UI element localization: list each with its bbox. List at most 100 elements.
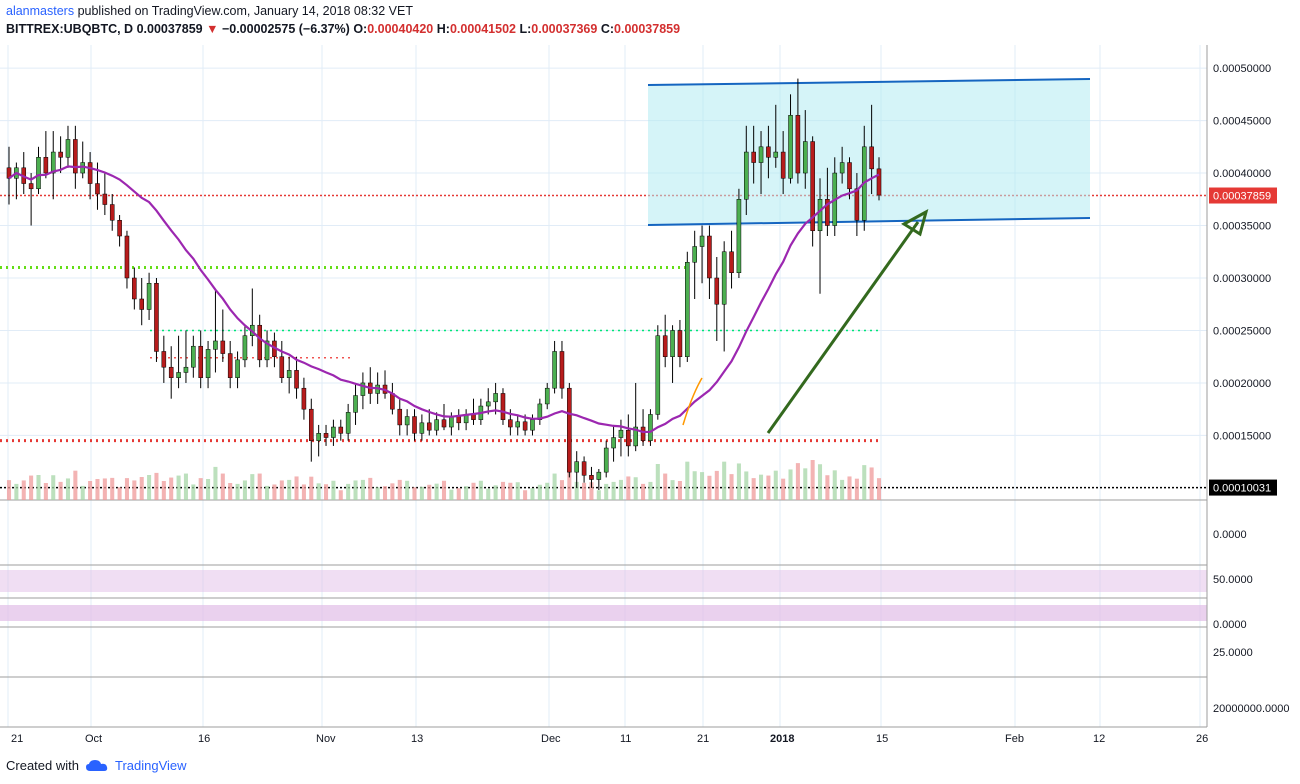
price-tick-2: 0.00040000 xyxy=(1213,168,1271,180)
candle-54 xyxy=(404,409,410,436)
tradingview-cloud-icon xyxy=(85,759,108,771)
volume-bar-30 xyxy=(228,483,233,500)
candle-22 xyxy=(168,346,174,399)
candle-body-108 xyxy=(802,141,808,174)
candle-body-104 xyxy=(773,151,779,158)
candle-body-99 xyxy=(736,199,742,273)
candle-body-78 xyxy=(581,461,587,476)
candle-57 xyxy=(426,409,432,436)
candle-body-114 xyxy=(847,162,852,190)
candle-body-8 xyxy=(65,139,71,158)
candle-body-117 xyxy=(869,146,874,170)
candle-body-58 xyxy=(434,419,439,431)
time-label-10: Feb xyxy=(1005,733,1024,745)
volume-bar-75 xyxy=(559,480,564,500)
time-label-0: 21 xyxy=(11,733,23,745)
candle-29 xyxy=(220,309,226,362)
volume-bar-16 xyxy=(124,478,129,500)
candle-body-98 xyxy=(729,251,734,273)
trend-arrow[interactable] xyxy=(766,208,929,434)
candle-body-74 xyxy=(552,351,557,389)
volume-bar-98 xyxy=(729,474,734,500)
candle-body-111 xyxy=(825,199,830,226)
volume-bar-34 xyxy=(257,473,262,500)
candle-39 xyxy=(294,356,299,399)
candle-body-21 xyxy=(161,351,167,368)
candle-97 xyxy=(721,241,727,352)
volume-bar-4 xyxy=(36,475,41,500)
author-link[interactable]: alanmasters xyxy=(6,4,75,18)
candle-body-45 xyxy=(338,426,344,434)
low-label: L: xyxy=(519,22,532,36)
volume-bar-14 xyxy=(110,477,115,500)
candle-18 xyxy=(139,277,144,326)
candle-5 xyxy=(43,131,49,179)
volume-bar-84 xyxy=(626,476,631,500)
last-price-tag-bg xyxy=(1209,187,1277,204)
candle-66 xyxy=(493,382,498,415)
candle-76 xyxy=(567,382,572,478)
channel-bottom-line[interactable] xyxy=(647,217,1091,226)
time-label-11: 12 xyxy=(1093,733,1105,745)
volume-bar-67 xyxy=(500,481,506,500)
high-value: 0.00041502 xyxy=(449,22,516,36)
candle-63 xyxy=(471,398,476,425)
close-label: C: xyxy=(600,22,615,36)
volume-bar-44 xyxy=(331,480,336,500)
candle-92 xyxy=(685,251,690,362)
volume-bar-32 xyxy=(242,480,247,500)
candle-81 xyxy=(603,440,609,478)
volume-bar-28 xyxy=(213,466,218,500)
published-text: published on TradingView.com, January 14… xyxy=(77,4,413,18)
volume-bar-80 xyxy=(596,490,601,500)
candle-body-101 xyxy=(751,151,756,163)
candle-25 xyxy=(191,335,196,378)
time-axis: 21 Oct 16 Nov 13 Dec 11 21 2018 15 Feb 12 26 xyxy=(11,733,1208,745)
candle-body-23 xyxy=(176,372,181,378)
volume-bar-63 xyxy=(471,482,476,500)
candle-111 xyxy=(825,167,830,237)
candle-17 xyxy=(132,267,137,310)
candle-body-89 xyxy=(662,335,668,357)
candle-74 xyxy=(552,340,557,394)
candle-body-22 xyxy=(168,366,174,378)
candle-37 xyxy=(279,340,285,383)
candle-body-81 xyxy=(603,447,609,473)
candle-body-4 xyxy=(36,157,41,190)
volume-bar-83 xyxy=(618,479,623,500)
volume-bar-6 xyxy=(51,475,56,500)
orange-curve-annotation xyxy=(682,377,703,426)
candle-body-13 xyxy=(102,193,108,205)
candle-40 xyxy=(301,377,307,420)
candle-body-32 xyxy=(242,335,248,361)
candle-19 xyxy=(146,272,152,320)
candle-108 xyxy=(802,110,808,189)
candle-body-96 xyxy=(714,277,720,305)
candle-83 xyxy=(618,419,624,457)
tradingview-brand[interactable]: TradingView xyxy=(114,758,187,773)
volume-bar-53 xyxy=(397,479,402,500)
candle-body-12 xyxy=(95,183,100,195)
candle-73 xyxy=(544,382,550,410)
candle-9 xyxy=(73,125,78,189)
pane-tick-obv: 20000000.0000 xyxy=(1213,703,1289,715)
candle-56 xyxy=(419,414,425,441)
candle-body-113 xyxy=(839,162,845,174)
volume-bar-110 xyxy=(817,464,823,500)
candle-88 xyxy=(655,325,661,420)
volume-bar-69 xyxy=(515,482,520,500)
candle-body-69 xyxy=(515,421,521,428)
channel-top-line[interactable] xyxy=(647,78,1091,86)
volume-bar-36 xyxy=(272,484,277,500)
volume-bar-66 xyxy=(493,485,498,500)
volume-bar-35 xyxy=(265,485,270,500)
candle-body-31 xyxy=(235,359,240,378)
candle-95 xyxy=(707,225,712,299)
volume-bar-74 xyxy=(552,473,557,500)
price-tick-3: 0.00035000 xyxy=(1213,221,1271,233)
volume-bar-94 xyxy=(700,472,705,500)
candle-body-109 xyxy=(810,141,815,232)
candle-body-6 xyxy=(50,151,56,174)
candle-body-67 xyxy=(500,393,506,420)
